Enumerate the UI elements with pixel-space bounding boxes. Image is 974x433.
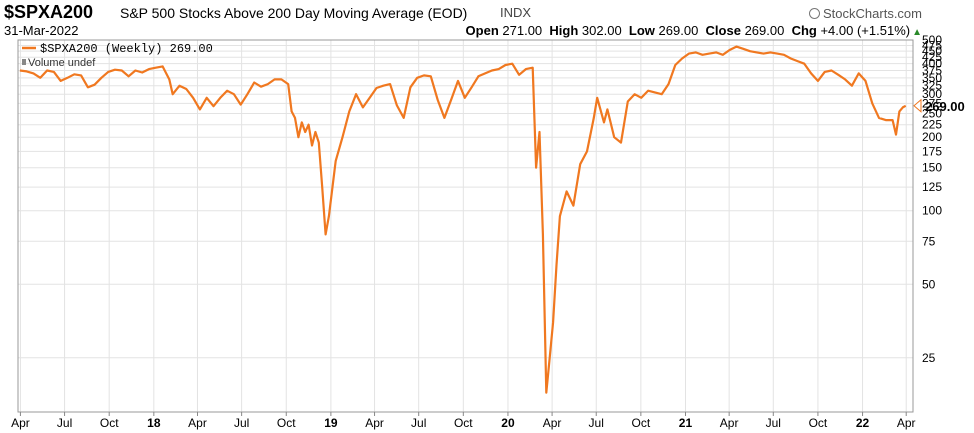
high-label: High bbox=[549, 23, 579, 38]
y-tick-label: 175 bbox=[922, 144, 942, 158]
series-line bbox=[19, 45, 907, 394]
x-tick-label: Oct bbox=[454, 416, 473, 430]
open-label: Open bbox=[465, 23, 499, 38]
x-tick-label: 21 bbox=[679, 416, 693, 430]
stockcharts-logo[interactable]: StockCharts.com bbox=[809, 6, 922, 21]
x-axis: Apr Jul Oct 18 Apr Jul Oct 19 Apr Jul Oct 20 Apr Jul O… bbox=[11, 412, 916, 430]
stockcharts-logo-icon bbox=[809, 8, 821, 19]
y-tick-label: 500 bbox=[922, 33, 942, 47]
y-tick-label: 50 bbox=[922, 277, 936, 291]
y-tick-label: 400 bbox=[922, 57, 942, 71]
y-tick-label: 350 bbox=[922, 71, 942, 85]
date-label: 31-Mar-2022 bbox=[4, 23, 79, 38]
y-tick-label: 275 bbox=[922, 96, 942, 110]
x-tick-label: Apr bbox=[188, 416, 207, 430]
legend-series-label: $SPXA200 (Weekly) 269.00 bbox=[40, 42, 213, 56]
x-tick-label: Jul bbox=[234, 416, 249, 430]
logo-text: StockCharts.com bbox=[823, 6, 922, 21]
grid-lines bbox=[18, 39, 913, 412]
open-value: 271.00 bbox=[502, 23, 543, 38]
y-tick-label: 225 bbox=[922, 118, 942, 132]
plot-frame bbox=[17, 39, 914, 413]
y-tick-label: 475 bbox=[922, 38, 942, 52]
last-value-marker: 269.00 bbox=[913, 98, 965, 114]
y-tick-label: 450 bbox=[922, 44, 942, 58]
y-tick-label: 100 bbox=[922, 204, 942, 218]
ohlc-readout: Open 271.00 High 302.00 Low 269.00 Close… bbox=[466, 23, 922, 38]
legend: $SPXA200 (Weekly) 269.00 Volume undef bbox=[22, 42, 213, 69]
x-tick-label: Jul bbox=[411, 416, 426, 430]
chg-value: +4.00 (+1.51%) bbox=[820, 23, 911, 38]
exchange-label: INDX bbox=[500, 5, 532, 20]
y-tick-label: 425 bbox=[922, 50, 942, 64]
low-value: 269.00 bbox=[658, 23, 699, 38]
high-value: 302.00 bbox=[581, 23, 622, 38]
up-triangle-icon: ▲ bbox=[912, 27, 922, 38]
y-axis: 25 50 75 100 125 150 1752002252502753003253503… bbox=[922, 33, 942, 365]
x-tick-label: Oct bbox=[632, 416, 651, 430]
legend-volume-label: Volume undef bbox=[28, 57, 96, 69]
volume-swatch bbox=[22, 59, 26, 65]
x-tick-label: Apr bbox=[365, 416, 384, 430]
symbol-name: S&P 500 Stocks Above 200 Day Moving Aver… bbox=[120, 5, 468, 21]
x-tick-label: Jul bbox=[766, 416, 781, 430]
x-tick-label: Oct bbox=[100, 416, 119, 430]
x-tick-label: 19 bbox=[324, 416, 338, 430]
x-tick-label: Jul bbox=[589, 416, 604, 430]
symbol-title: $SPXA200 bbox=[4, 2, 94, 22]
x-tick-label: Jul bbox=[57, 416, 72, 430]
x-tick-label: 18 bbox=[147, 416, 161, 430]
y-tick-label: 325 bbox=[922, 79, 942, 93]
y-tick-label: 125 bbox=[922, 180, 942, 194]
chart-header: $SPXA200 S&P 500 Stocks Above 200 Day Mo… bbox=[0, 0, 974, 40]
y-tick-label: 75 bbox=[922, 234, 936, 248]
chg-label: Chg bbox=[791, 23, 817, 38]
x-tick-label: Apr bbox=[11, 416, 30, 430]
y-tick-label: 150 bbox=[922, 161, 942, 175]
x-tick-label: Apr bbox=[720, 416, 739, 430]
close-value: 269.00 bbox=[744, 23, 785, 38]
y-tick-label: 375 bbox=[922, 64, 942, 78]
x-tick-label: Oct bbox=[809, 416, 828, 430]
last-value-label: 269.00 bbox=[925, 99, 965, 114]
close-label: Close bbox=[705, 23, 741, 38]
x-tick-label: Oct bbox=[277, 416, 296, 430]
y-tick-label: 300 bbox=[922, 87, 942, 101]
x-tick-label: Apr bbox=[897, 416, 916, 430]
x-tick-label: 20 bbox=[501, 416, 515, 430]
y-tick-label: 200 bbox=[922, 130, 942, 144]
x-tick-label: 22 bbox=[856, 416, 870, 430]
y-tick-label: 25 bbox=[922, 351, 936, 365]
x-tick-label: Apr bbox=[543, 416, 562, 430]
last-value-pointer bbox=[913, 98, 922, 113]
y-tick-label: 250 bbox=[922, 107, 942, 121]
low-label: Low bbox=[628, 23, 655, 38]
